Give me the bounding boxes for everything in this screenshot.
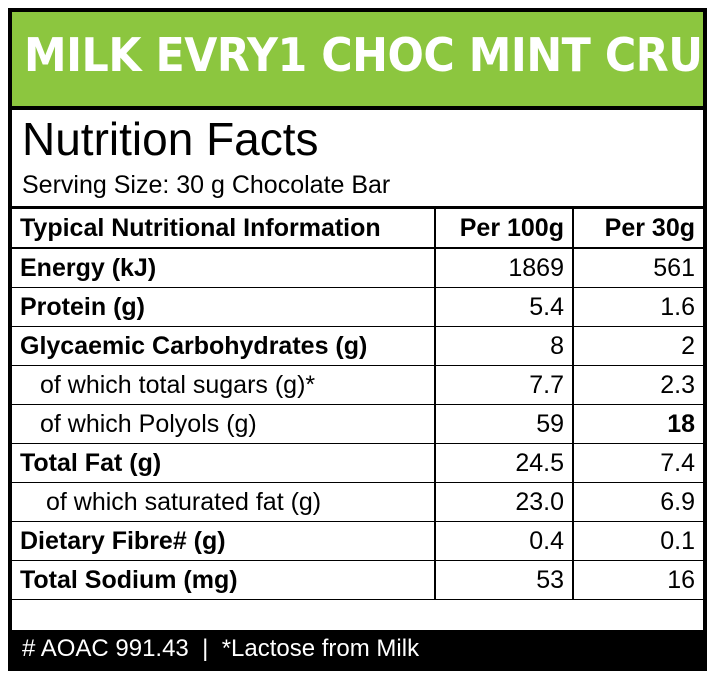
brand-bar: MILK EVRY1 CHOC MINT CRUNCH: [12, 12, 703, 110]
value-per-100g: 8: [434, 326, 574, 366]
column-header-per-30g: Per 30g: [573, 207, 703, 249]
nutrient-name: Dietary Fibre# (g): [12, 521, 435, 561]
value-per-30g: 18: [573, 404, 703, 444]
nutrient-name: of which saturated fat (g): [12, 482, 435, 522]
nutrition-label: MILK EVRY1 CHOC MINT CRUNCH Nutrition Fa…: [8, 8, 707, 671]
nutrition-table: Typical Nutritional Information Per 100g…: [12, 206, 703, 600]
value-per-100g: 1869: [434, 248, 574, 288]
table-row: Dietary Fibre# (g) 0.4 0.1: [12, 521, 703, 561]
column-header-per-100g: Per 100g: [434, 207, 574, 249]
table-header-row: Typical Nutritional Information Per 100g…: [12, 207, 703, 249]
table-row: of which Polyols (g) 59 18: [12, 404, 703, 444]
value-per-100g: 24.5: [434, 443, 574, 483]
table-row: Total Sodium (mg) 53 16: [12, 560, 703, 600]
nutrient-name: Glycaemic Carbohydrates (g): [12, 326, 435, 366]
table-row: Energy (kJ) 1869 561: [12, 248, 703, 288]
table-row: of which saturated fat (g) 23.0 6.9: [12, 482, 703, 522]
footnote-bar: # AOAC 991.43 | *Lactose from Milk: [12, 630, 703, 667]
value-per-100g: 23.0: [434, 482, 574, 522]
value-per-30g: 0.1: [573, 521, 703, 561]
value-per-100g: 59: [434, 404, 574, 444]
nutrient-name: of which Polyols (g): [12, 404, 435, 444]
value-per-100g: 7.7: [434, 365, 574, 405]
nutrition-facts-heading: Nutrition Facts: [22, 113, 319, 165]
nutrient-name: Protein (g): [12, 287, 435, 327]
nutrient-name: Total Fat (g): [12, 443, 435, 483]
value-per-30g: 561: [573, 248, 703, 288]
nutrient-name: of which total sugars (g)*: [12, 365, 435, 405]
value-per-30g: 2.3: [573, 365, 703, 405]
column-header-nutrient: Typical Nutritional Information: [12, 207, 435, 249]
table-row: Glycaemic Carbohydrates (g) 8 2: [12, 326, 703, 366]
product-title: MILK EVRY1 CHOC MINT CRUNCH: [24, 28, 703, 82]
footnote-text: # AOAC 991.43 | *Lactose from Milk: [22, 635, 420, 662]
table-row: Total Fat (g) 24.5 7.4: [12, 443, 703, 483]
value-per-30g: 16: [573, 560, 703, 600]
value-per-100g: 53: [434, 560, 574, 600]
value-per-30g: 6.9: [573, 482, 703, 522]
value-per-30g: 1.6: [573, 287, 703, 327]
table-row: Protein (g) 5.4 1.6: [12, 287, 703, 327]
value-per-100g: 0.4: [434, 521, 574, 561]
nutrient-name: Energy (kJ): [12, 248, 435, 288]
table-row: of which total sugars (g)* 7.7 2.3: [12, 365, 703, 405]
value-per-30g: 2: [573, 326, 703, 366]
value-per-30g: 7.4: [573, 443, 703, 483]
value-per-100g: 5.4: [434, 287, 574, 327]
serving-size: Serving Size: 30 g Chocolate Bar: [22, 171, 391, 199]
nutrient-name: Total Sodium (mg): [12, 560, 435, 600]
